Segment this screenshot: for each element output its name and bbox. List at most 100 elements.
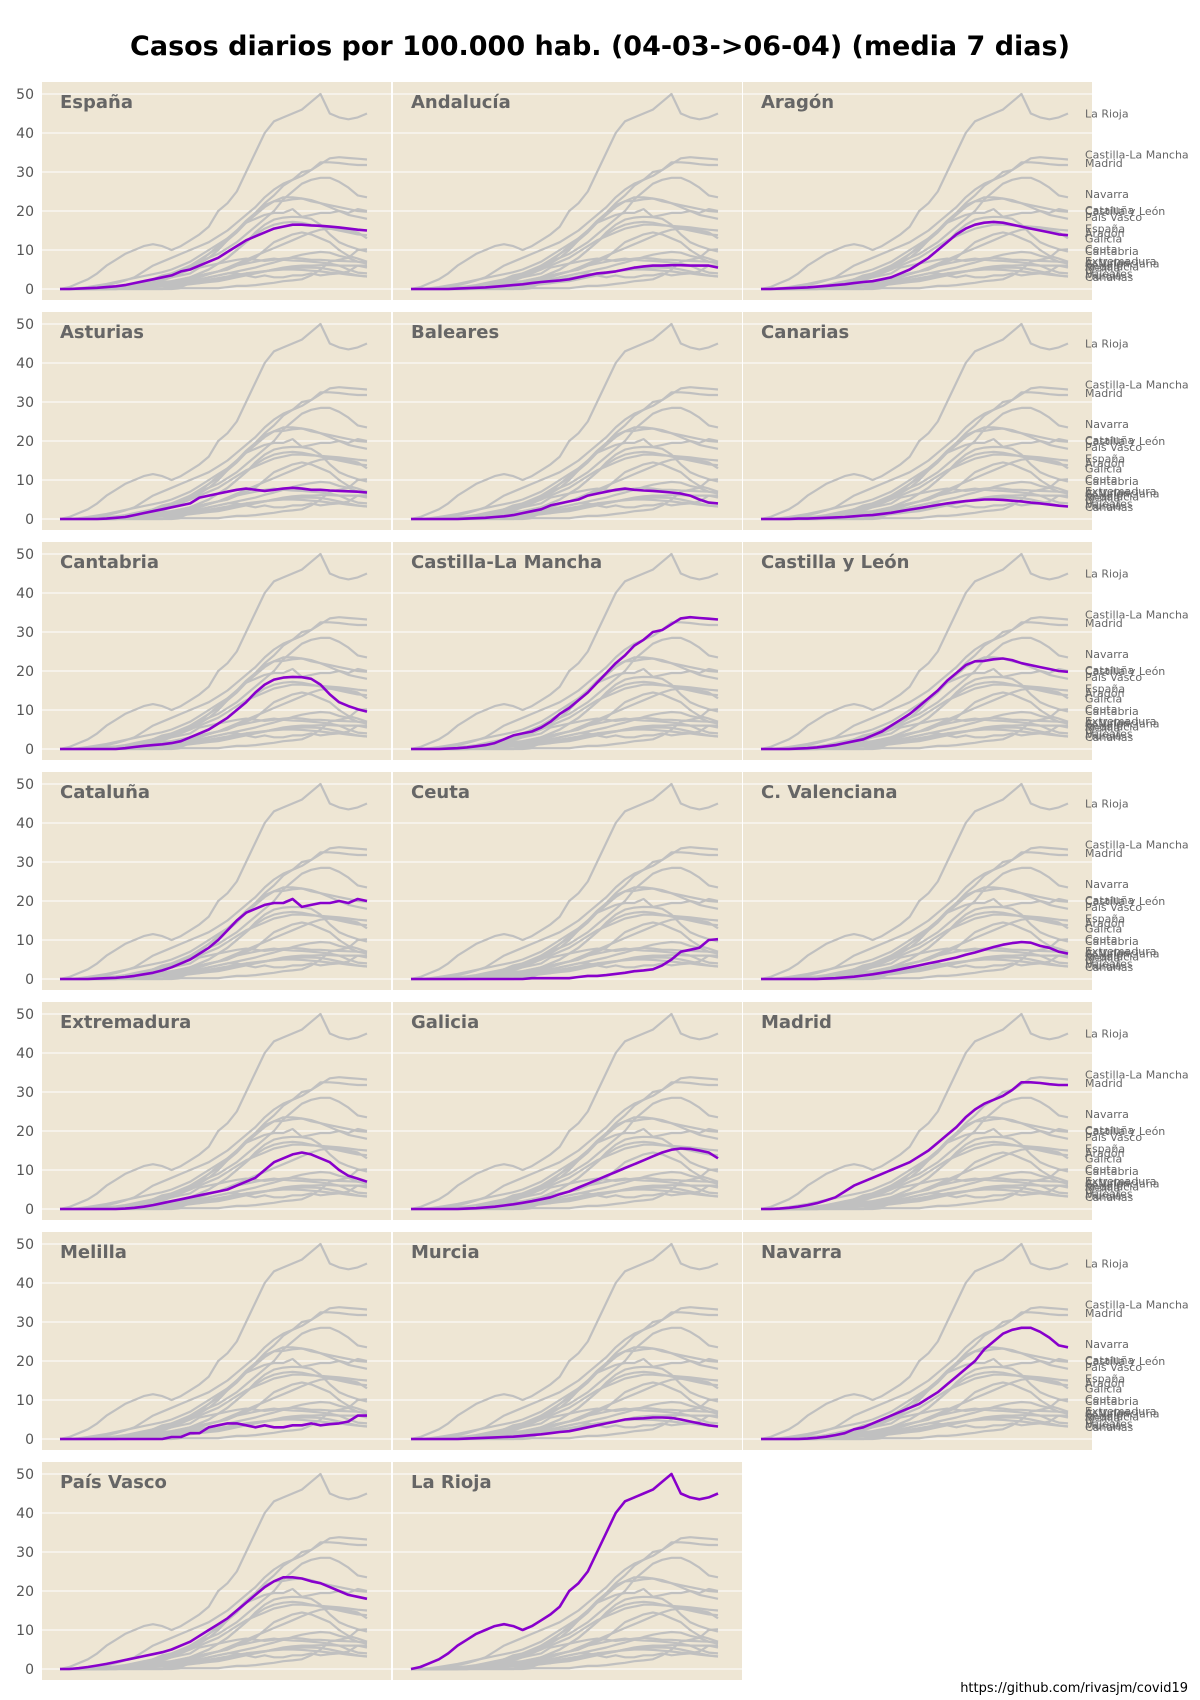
series-end-label: La Rioja (1085, 1258, 1129, 1271)
y-tick-label: 30 (16, 1085, 34, 1101)
series-line-La Rioja (760, 782, 1069, 981)
series-end-label: La Rioja (1085, 338, 1129, 351)
panel-background (393, 1232, 742, 1450)
series-end-label: Baleares (1085, 267, 1133, 280)
series-end-label: Andalucía (1085, 1180, 1139, 1193)
panel-Baleares: Baleares (393, 312, 742, 530)
series-end-label: Cantabria (1085, 245, 1139, 258)
series-end-label: Cantabria (1085, 705, 1139, 718)
y-tick-label: 40 (16, 1276, 34, 1292)
highlight-line-Extremadura (60, 1151, 368, 1211)
series-end-label: Melilla (1085, 952, 1120, 965)
y-tick-label: 30 (16, 165, 34, 181)
y-tick-label: 50 (16, 1237, 34, 1253)
series-end-label: Canarias (1085, 731, 1133, 744)
panel-Cantabria: 0 10 20 30 40 50 Cantabria (16, 542, 391, 760)
series-end-label: Melilla (1085, 262, 1120, 275)
series-end-label: Cataluña (1085, 204, 1134, 217)
panel-title: Cataluña (60, 782, 150, 803)
series-line-Madrid (411, 1541, 718, 1671)
series-end-label: Galicia (1085, 692, 1122, 705)
series-line-La Rioja (760, 552, 1069, 751)
highlight-line-Aragón (761, 220, 1069, 291)
series-end-label: Cataluña (1085, 434, 1134, 447)
series-end-label: España (1085, 683, 1125, 696)
series-end-label: Murcia (1085, 1419, 1122, 1432)
y-tick-label: 0 (25, 282, 34, 298)
highlight-line-España (60, 223, 368, 291)
series-line-La Rioja (410, 92, 719, 291)
series-end-label: País Vasco (1085, 1131, 1142, 1144)
highlight-line-Navarra (761, 1326, 1069, 1441)
panel-Melilla: 0 10 20 30 40 50 Melilla (16, 1232, 391, 1450)
series-line-País Vasco (411, 426, 719, 521)
series-end-label: Madrid (1085, 1077, 1123, 1090)
series-end-label: La Rioja (1085, 1028, 1129, 1041)
series-end-label: Galicia (1085, 462, 1122, 475)
series-end-label: Castilla-La Mancha (1085, 838, 1189, 851)
panel-title: Castilla-La Mancha (411, 552, 602, 573)
highlight-line-Melilla (60, 1414, 367, 1441)
series-end-label: España (1085, 223, 1125, 236)
series-end-label: Melilla (1085, 1412, 1120, 1425)
y-tick-label: 30 (16, 1315, 34, 1331)
y-tick-label: 10 (16, 933, 34, 949)
series-line-Madrid (761, 621, 1068, 751)
series-line-País Vasco (411, 1346, 719, 1441)
y-tick-label: 20 (16, 1354, 34, 1370)
panel-Castilla-La Mancha: Castilla-La Mancha (393, 542, 742, 760)
panel-title: Extremadura (60, 1012, 191, 1033)
series-end-label: La Rioja (1085, 568, 1129, 581)
series-line-La Rioja (410, 322, 719, 521)
y-tick-label: 20 (16, 1124, 34, 1140)
highlight-line-Cantabria (60, 675, 368, 751)
series-end-label: Asturias (1085, 486, 1130, 499)
source-footer: https://github.com/rivasjm/covid19 (960, 1681, 1188, 1696)
series-end-label: Castilla y León (1085, 205, 1165, 218)
series-end-label: Madrid (1085, 1307, 1123, 1320)
series-end-label: Cantabria (1085, 1395, 1139, 1408)
y-tick-label: 0 (25, 972, 34, 988)
series-end-label: C. Valenciana (1085, 258, 1159, 271)
highlight-line-Canarias (761, 498, 1069, 521)
y-tick-label: 50 (16, 317, 34, 333)
series-end-label: Castilla-La Mancha (1085, 148, 1189, 161)
series-end-label: Galicia (1085, 1382, 1122, 1395)
series-line-Madrid (60, 851, 367, 981)
series-end-label: C. Valenciana (1085, 1178, 1159, 1191)
series-end-label: Castilla-La Mancha (1085, 1068, 1189, 1081)
series-line-País Vasco (761, 426, 1069, 521)
series-line-La Rioja (410, 782, 719, 981)
series-end-label: Ceuta (1085, 473, 1117, 486)
series-end-label: Murcia (1085, 959, 1122, 972)
panel-title: Galicia (411, 1012, 479, 1033)
y-tick-label: 40 (16, 126, 34, 142)
panel-title: Canarias (761, 322, 849, 343)
series-end-label: Navarra (1085, 878, 1129, 891)
panel-Cataluña: 0 10 20 30 40 50 Cataluña (16, 772, 391, 990)
series-line-Madrid (411, 1311, 718, 1441)
series-end-label: La Rioja (1085, 798, 1129, 811)
y-tick-label: 0 (25, 1432, 34, 1448)
series-end-label: País Vasco (1085, 211, 1142, 224)
series-line-La Rioja (760, 1012, 1069, 1211)
series-end-label: Navarra (1085, 648, 1129, 661)
panel-Murcia: Murcia (393, 1232, 742, 1450)
series-line-Madrid (411, 1081, 718, 1211)
panel-background (42, 1232, 391, 1450)
panel-background (743, 1002, 1092, 1220)
series-line-Madrid (761, 851, 1068, 981)
highlight-line-Ceuta (411, 937, 719, 981)
highlight-line-C. Valenciana (761, 940, 1069, 981)
series-end-label: Galicia (1085, 922, 1122, 935)
panel-title: País Vasco (60, 1472, 167, 1493)
series-end-label: Extremadura (1085, 485, 1157, 498)
series-end-label: Castilla y León (1085, 1355, 1165, 1368)
series-end-label: Navarra (1085, 188, 1129, 201)
series-end-label: C. Valenciana (1085, 1408, 1159, 1421)
series-end-label: Cataluña (1085, 664, 1134, 677)
series-line-Madrid (60, 161, 367, 291)
series-line-Madrid (60, 391, 367, 521)
